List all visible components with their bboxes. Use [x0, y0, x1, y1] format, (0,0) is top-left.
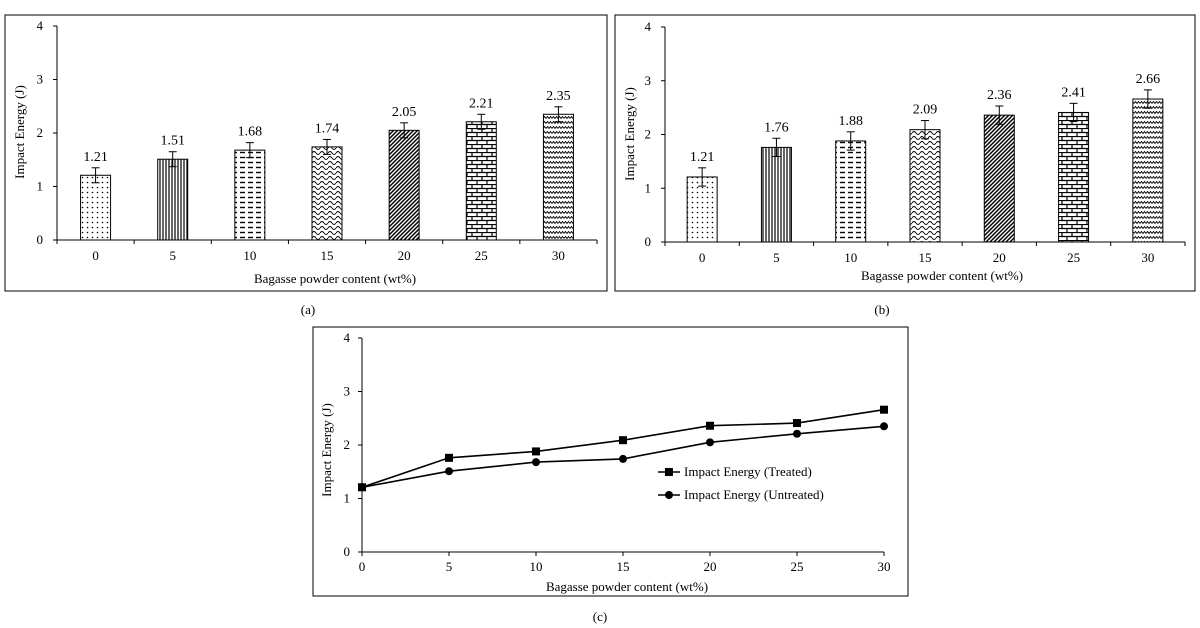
panel-b-y-tick-label: 1: [645, 180, 652, 195]
panel-a-data-label: 1.21: [83, 150, 108, 165]
panel-c-y-tick-label: 0: [344, 544, 351, 559]
panel-a-frame: [4, 14, 608, 292]
panel-b-ylabel: Impact Energy (J): [622, 87, 637, 181]
panel-b-x-tick-label: 5: [773, 250, 780, 265]
panel-c-y-tick-label: 2: [344, 437, 351, 452]
panel-c-y-tick-label: 3: [344, 384, 351, 399]
panel-b-data-label: 1.21: [690, 150, 715, 165]
panel-a-bar: [311, 146, 343, 241]
panel-b-xlabel: Bagasse powder content (wt%): [861, 268, 1023, 283]
panel-b-data-label: 1.76: [764, 120, 789, 135]
panel-b-data-label: 2.09: [913, 103, 938, 118]
panel-b-x-tick-label: 10: [844, 250, 857, 265]
panel-c-series-2-point: [445, 467, 453, 476]
panel-c-legend-marker: [665, 468, 673, 476]
panel-c-chart: 0 1 2 3 4 0 5 10 15 20 25 30 Impact Energy (Treated)…: [344, 330, 891, 574]
panel-c-series-1-point: [706, 421, 714, 430]
panel-b-bar: [686, 176, 718, 243]
panel-c-x-tick-label: 20: [704, 559, 717, 574]
panel-c-y-tick-label: 1: [344, 491, 351, 506]
panel-c-label: (c): [593, 609, 607, 624]
panel-a-bar: [80, 174, 112, 241]
panel-a-x-tick-label: 0: [92, 248, 99, 263]
panel-c-series-2-point: [793, 429, 801, 438]
panel-a-bar: [234, 149, 266, 241]
panel-a-bar: [388, 129, 420, 241]
panel-a-x-tick-label: 5: [169, 248, 176, 263]
panel-a-x-tick-label: 10: [243, 248, 256, 263]
panel-b-frame: [614, 14, 1196, 292]
panel-b-x-tick-label: 15: [919, 250, 932, 265]
panel-c-series-2-point: [619, 454, 627, 463]
panel-c-x-tick-label: 15: [617, 559, 630, 574]
panel-a-bar: [465, 121, 497, 241]
panel-c-y-tick-label: 4: [344, 330, 351, 345]
panel-b-chart: 0 1 2 3 4 1.21 0 1.76 5 1.88 10 2.09 15 2.36 20 2.41 25 2…: [645, 19, 1186, 265]
panel-a-y-tick-label: 0: [37, 232, 44, 247]
panel-b-data-label: 2.36: [987, 88, 1012, 103]
panel-c-x-tick-label: 10: [530, 559, 543, 574]
panel-c-series-1-point: [793, 419, 801, 428]
panel-a-data-label: 2.35: [546, 89, 571, 104]
panel-a-bar: [157, 158, 189, 241]
panel-b-x-tick-label: 0: [699, 250, 706, 265]
panel-c-legend-marker: [665, 491, 673, 499]
panel-b-label: (b): [874, 302, 889, 317]
panel-a-x-tick-label: 25: [475, 248, 488, 263]
panel-b-bar: [909, 129, 941, 243]
panel-c-x-tick-label: 0: [359, 559, 366, 574]
panel-c-xlabel: Bagasse powder content (wt%): [546, 579, 708, 594]
panel-b-bar: [1132, 98, 1164, 243]
panel-c-series-1-point: [445, 453, 453, 462]
panel-c-series-2-point: [532, 458, 540, 467]
panel-a-ylabel: Impact Energy (J): [12, 85, 27, 179]
panel-c-series-1-point: [880, 405, 888, 414]
panel-b-x-tick-label: 20: [993, 250, 1006, 265]
panel-c-series-2-point: [706, 438, 714, 447]
panel-b-x-tick-label: 30: [1141, 250, 1154, 265]
panel-c-series-1-point: [619, 436, 627, 445]
panel-a-data-label: 2.05: [392, 105, 417, 120]
panel-c-ylabel: Impact Energy (J): [319, 403, 334, 497]
panel-b-data-label: 2.41: [1061, 85, 1086, 100]
panel-a-data-label: 1.68: [238, 125, 263, 140]
panel-a-data-label: 1.74: [315, 121, 340, 136]
panel-b-data-label: 1.88: [838, 114, 863, 129]
panel-a-y-tick-label: 1: [37, 179, 44, 194]
panel-a-data-label: 1.51: [160, 134, 185, 149]
panel-a-x-tick-label: 20: [398, 248, 411, 263]
panel-a-y-tick-label: 2: [37, 125, 44, 140]
panel-c-x-tick-label: 5: [446, 559, 453, 574]
panel-c-legend-entry: Impact Energy (Treated): [684, 464, 812, 479]
panel-b-bar: [983, 114, 1015, 243]
panel-b-y-tick-label: 2: [645, 127, 652, 142]
panel-a-xlabel: Bagasse powder content (wt%): [254, 271, 416, 286]
panel-c-series-1-point: [532, 447, 540, 456]
panel-b-y-tick-label: 4: [645, 19, 652, 34]
panel-b-y-tick-label: 3: [645, 73, 652, 88]
panel-c-x-tick-label: 30: [878, 559, 891, 574]
panel-c-legend-entry: Impact Energy (Untreated): [684, 487, 824, 502]
panel-a-chart: 0 1 2 3 4 1.21 0 1.51 5 1.68 10 1.74 15 2.05 20 2.21 25 2…: [37, 18, 598, 263]
panel-c-x-tick-label: 25: [791, 559, 804, 574]
panel-b-bar: [1058, 111, 1090, 243]
panel-a-y-tick-label: 3: [37, 72, 44, 87]
panel-a-label: (a): [301, 302, 315, 317]
panel-b-data-label: 2.66: [1136, 72, 1161, 87]
panel-a-y-tick-label: 4: [37, 18, 44, 33]
panel-c-frame: [312, 326, 909, 597]
panel-c-series-2-point: [880, 422, 888, 431]
panel-a-bar: [542, 113, 574, 241]
panel-b-bar: [760, 146, 792, 243]
panel-a-x-tick-label: 15: [321, 248, 334, 263]
panel-b-y-tick-label: 0: [645, 234, 652, 249]
panel-a-x-tick-label: 30: [552, 248, 565, 263]
panel-b-bar: [835, 140, 867, 243]
panel-c-series-2-point: [358, 483, 366, 492]
panel-b-x-tick-label: 25: [1067, 250, 1080, 265]
panel-a-data-label: 2.21: [469, 96, 494, 111]
